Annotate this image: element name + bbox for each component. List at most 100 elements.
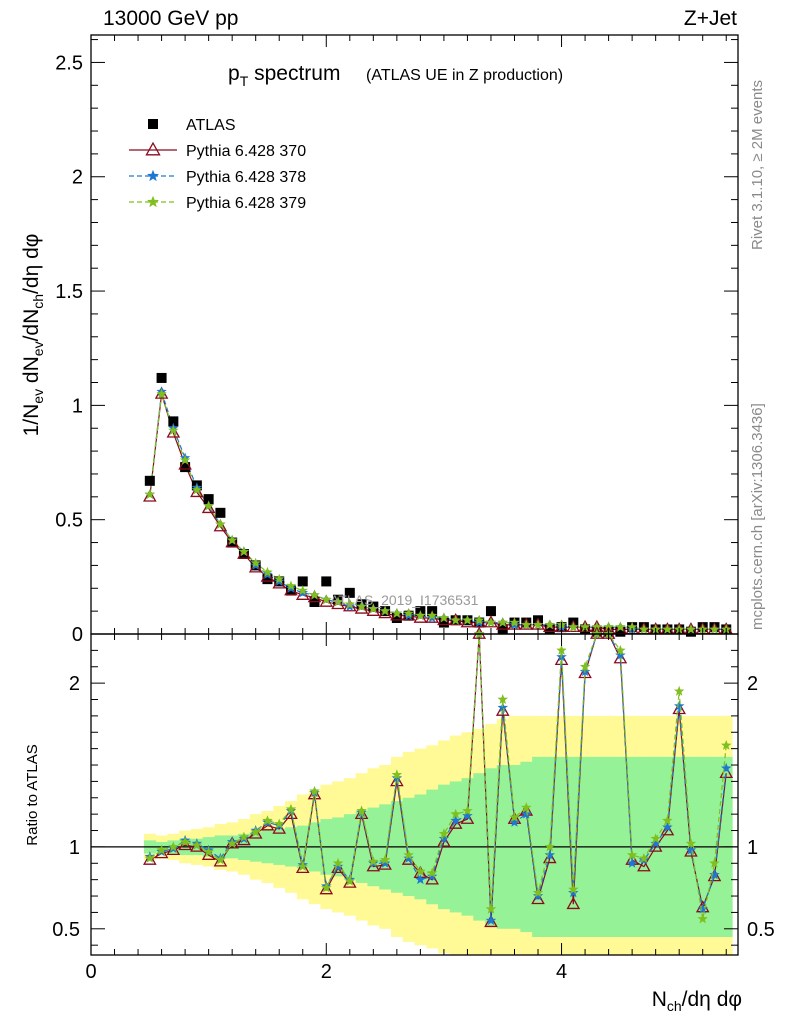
y-tick-label: 1 bbox=[72, 395, 83, 417]
ratio-point bbox=[497, 702, 508, 713]
ratio-point bbox=[309, 785, 320, 796]
main-point bbox=[356, 601, 367, 611]
legend: ATLAS Pythia 6.428 370 Pythia 6.428 378 Pyt… bbox=[129, 117, 306, 212]
ratio-point bbox=[403, 852, 414, 863]
plot-title-main: p bbox=[228, 62, 240, 85]
main-point bbox=[285, 580, 297, 591]
ratio-point bbox=[685, 838, 697, 849]
ratio-point bbox=[342, 875, 357, 888]
ratio-point bbox=[697, 913, 708, 924]
ratio-point bbox=[144, 852, 155, 863]
ratio-point bbox=[191, 839, 203, 850]
main-point bbox=[413, 610, 428, 623]
main-point bbox=[309, 589, 320, 600]
ratio-point bbox=[344, 875, 355, 886]
ratio-point bbox=[509, 811, 520, 822]
data-point bbox=[485, 606, 496, 617]
ratio-point bbox=[579, 661, 591, 672]
ratio-point bbox=[460, 811, 475, 824]
legend-label: Pythia 6.428 379 bbox=[186, 195, 306, 212]
ratio-point bbox=[379, 854, 391, 865]
ratio-point bbox=[544, 849, 555, 860]
main-point bbox=[638, 623, 650, 634]
ratio-point bbox=[166, 842, 181, 856]
main-point bbox=[403, 607, 414, 618]
data-point bbox=[344, 587, 355, 598]
main-point bbox=[438, 612, 450, 623]
main-point bbox=[203, 500, 214, 511]
ratio-point bbox=[509, 816, 520, 827]
plot-title-rest: spectrum bbox=[248, 62, 340, 85]
data-point bbox=[168, 416, 179, 427]
main-point bbox=[225, 535, 239, 548]
ratio-point bbox=[215, 854, 226, 865]
main-point bbox=[354, 601, 369, 614]
main-point bbox=[191, 484, 203, 495]
main-point bbox=[495, 617, 510, 630]
y-tick-label: 0 bbox=[72, 624, 83, 646]
ratio-point bbox=[531, 891, 545, 905]
main-point bbox=[201, 500, 216, 514]
main-point bbox=[709, 623, 720, 634]
data-point bbox=[203, 494, 214, 505]
main-point bbox=[237, 546, 251, 559]
main-point bbox=[321, 594, 332, 605]
ratio-point bbox=[648, 839, 663, 852]
ratio-point bbox=[203, 846, 214, 857]
ratio-point bbox=[662, 821, 673, 832]
plot-title-paren: (ATLAS UE in Z production) bbox=[366, 67, 563, 84]
main-point bbox=[509, 617, 520, 627]
y-tick-label: 2 bbox=[72, 167, 83, 189]
ratio-point bbox=[391, 769, 403, 780]
ratio-point bbox=[379, 857, 391, 868]
main-point bbox=[378, 606, 392, 619]
ratio-point bbox=[297, 861, 308, 871]
ratio-point bbox=[613, 651, 628, 664]
main-point bbox=[460, 615, 475, 628]
ratio-point bbox=[462, 810, 473, 821]
ratio-point bbox=[709, 869, 720, 880]
legend-marker bbox=[147, 195, 159, 208]
main-point bbox=[542, 619, 557, 632]
ratio-point bbox=[485, 903, 497, 914]
ratio-point bbox=[426, 870, 438, 881]
ratio-point bbox=[721, 739, 732, 750]
ratio-point bbox=[295, 860, 310, 874]
data-point bbox=[438, 617, 449, 628]
main-point bbox=[437, 612, 451, 626]
legend-label: Pythia 6.428 378 bbox=[186, 169, 306, 186]
main-point bbox=[379, 605, 391, 616]
legend-label: ATLAS bbox=[186, 117, 236, 134]
ratio-point bbox=[285, 803, 297, 814]
main-point bbox=[579, 621, 591, 632]
main-point bbox=[426, 610, 438, 621]
ratio-point bbox=[462, 805, 473, 816]
main-point bbox=[143, 489, 157, 502]
header-right: Z+Jet bbox=[684, 7, 737, 30]
ratio-point bbox=[448, 816, 463, 829]
ratio-point bbox=[566, 896, 581, 910]
main-point bbox=[474, 614, 485, 625]
main-point bbox=[568, 621, 579, 632]
ratio-point bbox=[262, 815, 273, 826]
data-point bbox=[544, 624, 555, 635]
ratio-point bbox=[332, 861, 344, 871]
main-point bbox=[390, 608, 404, 621]
data-point bbox=[262, 574, 273, 585]
main-point bbox=[603, 621, 614, 632]
ratio-point bbox=[615, 649, 626, 660]
ratio-point bbox=[697, 903, 708, 914]
y-tick-label: 2.5 bbox=[55, 52, 83, 74]
ratio-point bbox=[685, 844, 697, 855]
ratio-point bbox=[626, 849, 638, 860]
ratio-point bbox=[438, 828, 450, 839]
ratio-y-tick-label-right: 1 bbox=[747, 837, 758, 859]
ratio-point bbox=[626, 857, 638, 868]
ratio-point bbox=[438, 833, 450, 844]
main-point bbox=[226, 534, 238, 545]
main-point bbox=[462, 614, 473, 625]
main-point bbox=[544, 619, 555, 630]
main-point bbox=[168, 425, 179, 435]
ratio-point bbox=[521, 802, 532, 813]
main-point bbox=[685, 623, 697, 634]
